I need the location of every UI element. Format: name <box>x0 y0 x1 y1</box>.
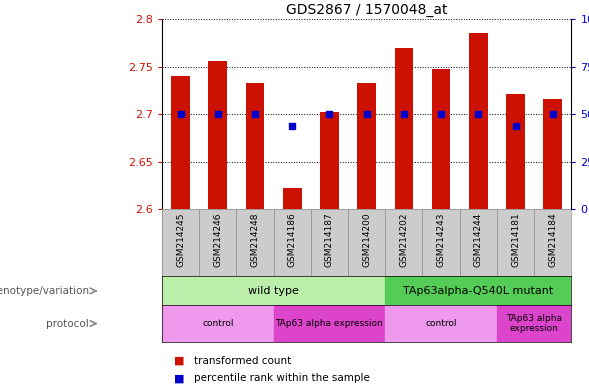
Text: GSM214246: GSM214246 <box>213 213 222 267</box>
Bar <box>246 83 264 209</box>
Text: GSM214187: GSM214187 <box>325 213 334 267</box>
Text: TAp63alpha-Q540L mutant: TAp63alpha-Q540L mutant <box>403 286 554 296</box>
Bar <box>171 76 190 209</box>
Text: control: control <box>425 319 457 328</box>
Text: TAp63 alpha
expression: TAp63 alpha expression <box>506 314 562 333</box>
Bar <box>432 69 451 209</box>
Bar <box>469 33 488 209</box>
Bar <box>544 99 562 209</box>
Text: transformed count: transformed count <box>194 356 292 366</box>
Text: GSM214245: GSM214245 <box>176 213 185 267</box>
Text: GSM214244: GSM214244 <box>474 213 483 267</box>
Text: GSM214184: GSM214184 <box>548 213 557 267</box>
Bar <box>358 83 376 209</box>
Bar <box>274 305 385 342</box>
Text: ■: ■ <box>174 356 184 366</box>
Text: GSM214181: GSM214181 <box>511 213 520 267</box>
Bar <box>162 305 274 342</box>
Text: TAp63 alpha expression: TAp63 alpha expression <box>276 319 383 328</box>
Text: genotype/variation: genotype/variation <box>0 286 89 296</box>
Bar <box>320 113 339 209</box>
Bar <box>385 276 571 305</box>
Text: wild type: wild type <box>248 286 299 296</box>
Text: GSM214243: GSM214243 <box>436 213 446 267</box>
Text: percentile rank within the sample: percentile rank within the sample <box>194 373 370 383</box>
Bar <box>209 61 227 209</box>
Bar <box>385 305 497 342</box>
Text: GSM214186: GSM214186 <box>287 213 297 267</box>
Text: control: control <box>202 319 234 328</box>
Bar <box>162 276 385 305</box>
Text: GSM214200: GSM214200 <box>362 213 371 267</box>
Text: ■: ■ <box>174 373 184 383</box>
Text: GSM214248: GSM214248 <box>250 213 260 267</box>
Title: GDS2867 / 1570048_at: GDS2867 / 1570048_at <box>286 3 448 17</box>
Bar <box>395 48 413 209</box>
Bar <box>283 189 302 209</box>
Text: protocol: protocol <box>47 318 89 329</box>
Bar <box>497 305 571 342</box>
Text: GSM214202: GSM214202 <box>399 213 408 267</box>
Bar <box>506 94 525 209</box>
